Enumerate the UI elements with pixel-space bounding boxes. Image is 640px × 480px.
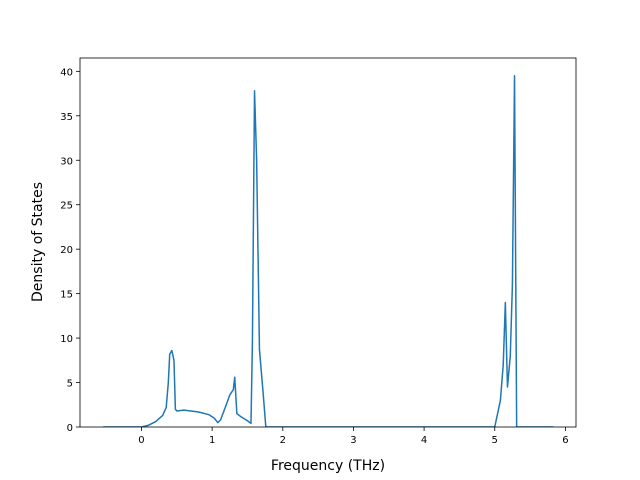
x-axis-label: Frequency (THz) <box>271 458 385 474</box>
x-tick-label: 2 <box>280 435 286 446</box>
y-tick-label: 20 <box>60 245 73 256</box>
y-tick-label: 5 <box>67 379 73 390</box>
y-axis-label: Density of States <box>30 182 46 302</box>
x-tick-label: 4 <box>421 435 427 446</box>
x-tick-label: 3 <box>350 435 356 446</box>
y-tick-label: 15 <box>60 290 73 301</box>
y-tick-label: 40 <box>60 67 73 78</box>
plot-frame <box>79 57 577 428</box>
y-tick-label: 10 <box>60 334 73 345</box>
x-tick-label: 1 <box>209 435 215 446</box>
x-tick-label: 6 <box>562 435 568 446</box>
y-tick-label: 25 <box>60 201 73 212</box>
x-tick-label: 5 <box>492 435 498 446</box>
y-tick-label: 35 <box>60 112 73 123</box>
y-tick-label: 0 <box>67 423 73 434</box>
line-series <box>103 75 554 427</box>
x-tick-label: 0 <box>138 435 144 446</box>
y-tick-label: 30 <box>60 156 73 167</box>
